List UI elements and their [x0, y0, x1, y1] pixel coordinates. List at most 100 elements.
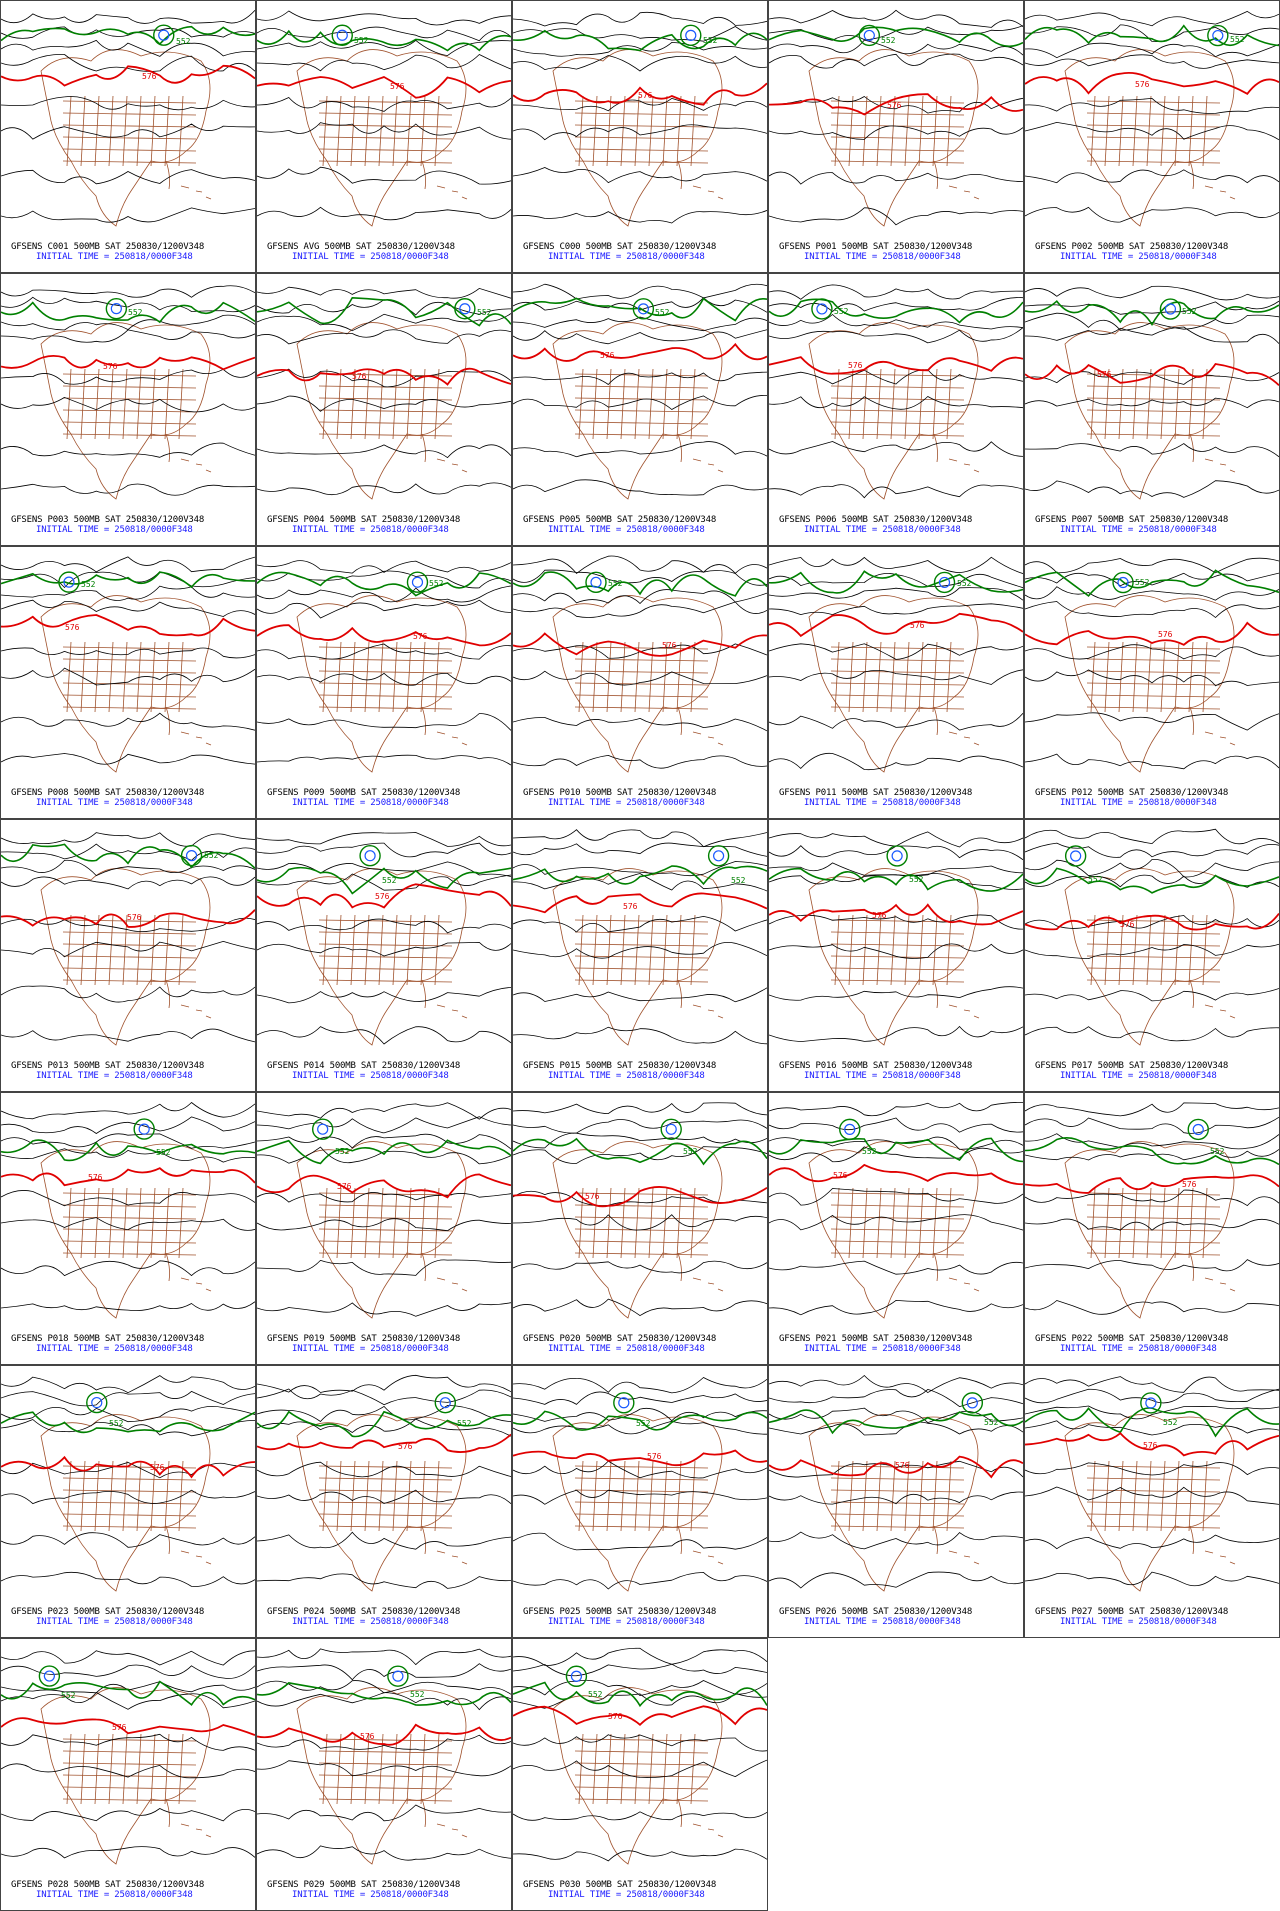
height-contours — [257, 832, 511, 1045]
height-contour-map: 576 552 — [257, 10, 511, 227]
contour-label-576: 576 — [398, 1442, 413, 1451]
ensemble-panel: 576 552 GFSENS P028 500MB SAT 250830/1200V… — [0, 1638, 256, 1911]
ensemble-panel: 576 552 GFSENS P026 500MB SAT 250830/1200V… — [768, 1365, 1024, 1638]
contour-552-line — [257, 1410, 511, 1438]
panel-title: GFSENS P021 500MB SAT 250830/1200V348 — [779, 1334, 973, 1344]
height-contours — [1025, 557, 1279, 770]
panel-title: GFSENS P004 500MB SAT 250830/1200V348 — [267, 515, 461, 525]
map-outline — [296, 1141, 468, 1319]
closed-low — [811, 298, 833, 320]
contour-552-line — [513, 1410, 767, 1431]
height-contour-map: 576 552 — [513, 1102, 767, 1319]
height-contour-map: 576 552 — [769, 556, 1023, 773]
contour-552-line — [513, 865, 767, 886]
low-core — [891, 850, 903, 862]
panel-title: GFSENS P002 500MB SAT 250830/1200V348 — [1035, 242, 1229, 252]
contour-576-line — [1025, 912, 1279, 931]
map-outline — [552, 595, 724, 773]
height-contour-map: 576 552 — [1025, 285, 1279, 500]
height-contours — [1025, 1102, 1279, 1315]
height-contours — [513, 1647, 767, 1862]
map-outline — [40, 322, 212, 500]
closed-low — [105, 297, 128, 320]
panel-title: GFSENS P013 500MB SAT 250830/1200V348 — [11, 1061, 205, 1071]
height-contour-map: 576 552 — [1025, 828, 1279, 1046]
map-outline — [296, 595, 468, 773]
panel-initial-time: INITIAL TIME = 250818/0000F348 — [548, 1071, 705, 1081]
panel-initial-time: INITIAL TIME = 250818/0000F348 — [548, 525, 705, 535]
contour-label-576: 576 — [112, 1723, 127, 1732]
ensemble-panel: 576 552 GFSENS P010 500MB SAT 250830/1200V… — [512, 546, 768, 819]
contour-576-line — [1025, 363, 1279, 386]
height-contour-map: 576 552 — [1, 832, 255, 1046]
contour-label-576: 576 — [1135, 80, 1150, 89]
panel-title: GFSENS C000 500MB SAT 250830/1200V348 — [523, 242, 717, 252]
contour-576-line — [513, 632, 767, 657]
map-outline — [1064, 595, 1236, 773]
contour-label-576: 576 — [623, 902, 638, 911]
contour-label-576: 576 — [150, 1463, 165, 1472]
ensemble-panel: 576 552 GFSENS C001 500MB SAT 250830/1200V… — [0, 0, 256, 273]
low-core — [110, 303, 122, 315]
low-core — [336, 29, 348, 41]
contour-552-line — [513, 571, 767, 597]
contour-552-line — [1, 25, 255, 46]
panel-title: GFSENS P028 500MB SAT 250830/1200V348 — [11, 1880, 205, 1890]
ensemble-panel: 576 552 GFSENS P003 500MB SAT 250830/1200V… — [0, 273, 256, 546]
ensemble-panel: 576 552 GFSENS P029 500MB SAT 250830/1200V… — [256, 1638, 512, 1911]
panel-initial-time: INITIAL TIME = 250818/0000F348 — [292, 1344, 449, 1354]
contour-label-552: 552 — [984, 1418, 999, 1427]
contour-552-line — [1, 1680, 255, 1706]
panel-initial-time: INITIAL TIME = 250818/0000F348 — [292, 525, 449, 535]
height-contours — [513, 283, 767, 496]
ensemble-panel: 576 552 GFSENS P021 500MB SAT 250830/1200V… — [768, 1092, 1024, 1365]
height-contours — [1025, 828, 1279, 1042]
contour-label-552: 552 — [636, 1419, 651, 1428]
height-contour-map: 576 552 — [1025, 557, 1279, 773]
ensemble-panel: 576 552 GFSENS P009 500MB SAT 250830/1200V… — [256, 546, 512, 819]
panel-title: GFSENS P024 500MB SAT 250830/1200V348 — [267, 1607, 461, 1617]
contour-label-552: 552 — [354, 36, 369, 45]
low-core — [185, 850, 198, 862]
closed-low — [180, 844, 203, 867]
height-contour-map: 576 552 — [1, 1375, 255, 1592]
map-outline — [808, 322, 980, 500]
ensemble-panel: 576 552 GFSENS P020 500MB SAT 250830/1200V… — [512, 1092, 768, 1365]
height-contours — [769, 1374, 1023, 1589]
map-outline — [808, 595, 980, 773]
panel-initial-time: INITIAL TIME = 250818/0000F348 — [36, 252, 193, 262]
contour-552-line — [257, 1682, 511, 1706]
contour-576-line — [769, 93, 1023, 116]
height-contours — [1, 285, 255, 496]
map-outline — [296, 868, 468, 1046]
height-contours — [769, 284, 1023, 499]
height-contour-map: 576 552 — [1, 10, 255, 227]
contour-label-552: 552 — [909, 875, 924, 884]
panel-initial-time: INITIAL TIME = 250818/0000F348 — [292, 798, 449, 808]
height-contour-map: 576 552 — [1, 1650, 255, 1865]
closed-low — [1187, 1118, 1209, 1141]
contour-576-line — [1, 1167, 255, 1187]
panel-title: GFSENS P011 500MB SAT 250830/1200V348 — [779, 788, 973, 798]
contour-label-552: 552 — [128, 308, 143, 317]
contour-576-line — [1, 614, 255, 637]
contour-label-576: 576 — [390, 82, 405, 91]
height-contours — [769, 1101, 1023, 1316]
height-contour-map: 576 552 — [1, 556, 255, 773]
contour-552-line — [257, 571, 511, 597]
contour-576-line — [769, 612, 1023, 638]
closed-low — [38, 1665, 61, 1687]
panel-initial-time: INITIAL TIME = 250818/0000F348 — [548, 1617, 705, 1627]
contour-552-line — [1025, 24, 1279, 47]
panel-initial-time: INITIAL TIME = 250818/0000F348 — [292, 1071, 449, 1081]
low-core — [364, 850, 376, 862]
height-contour-map: 576 552 — [1025, 1102, 1279, 1319]
low-core — [816, 303, 828, 315]
contour-label-552: 552 — [655, 308, 670, 317]
ensemble-panel: 576 552 GFSENS P007 500MB SAT 250830/1200V… — [1024, 273, 1280, 546]
contour-label-552: 552 — [683, 1147, 698, 1156]
contour-576-line — [257, 76, 511, 99]
panel-title: GFSENS P019 500MB SAT 250830/1200V348 — [267, 1334, 461, 1344]
map-outline — [1064, 1414, 1236, 1592]
panel-title: GFSENS P026 500MB SAT 250830/1200V348 — [779, 1607, 973, 1617]
